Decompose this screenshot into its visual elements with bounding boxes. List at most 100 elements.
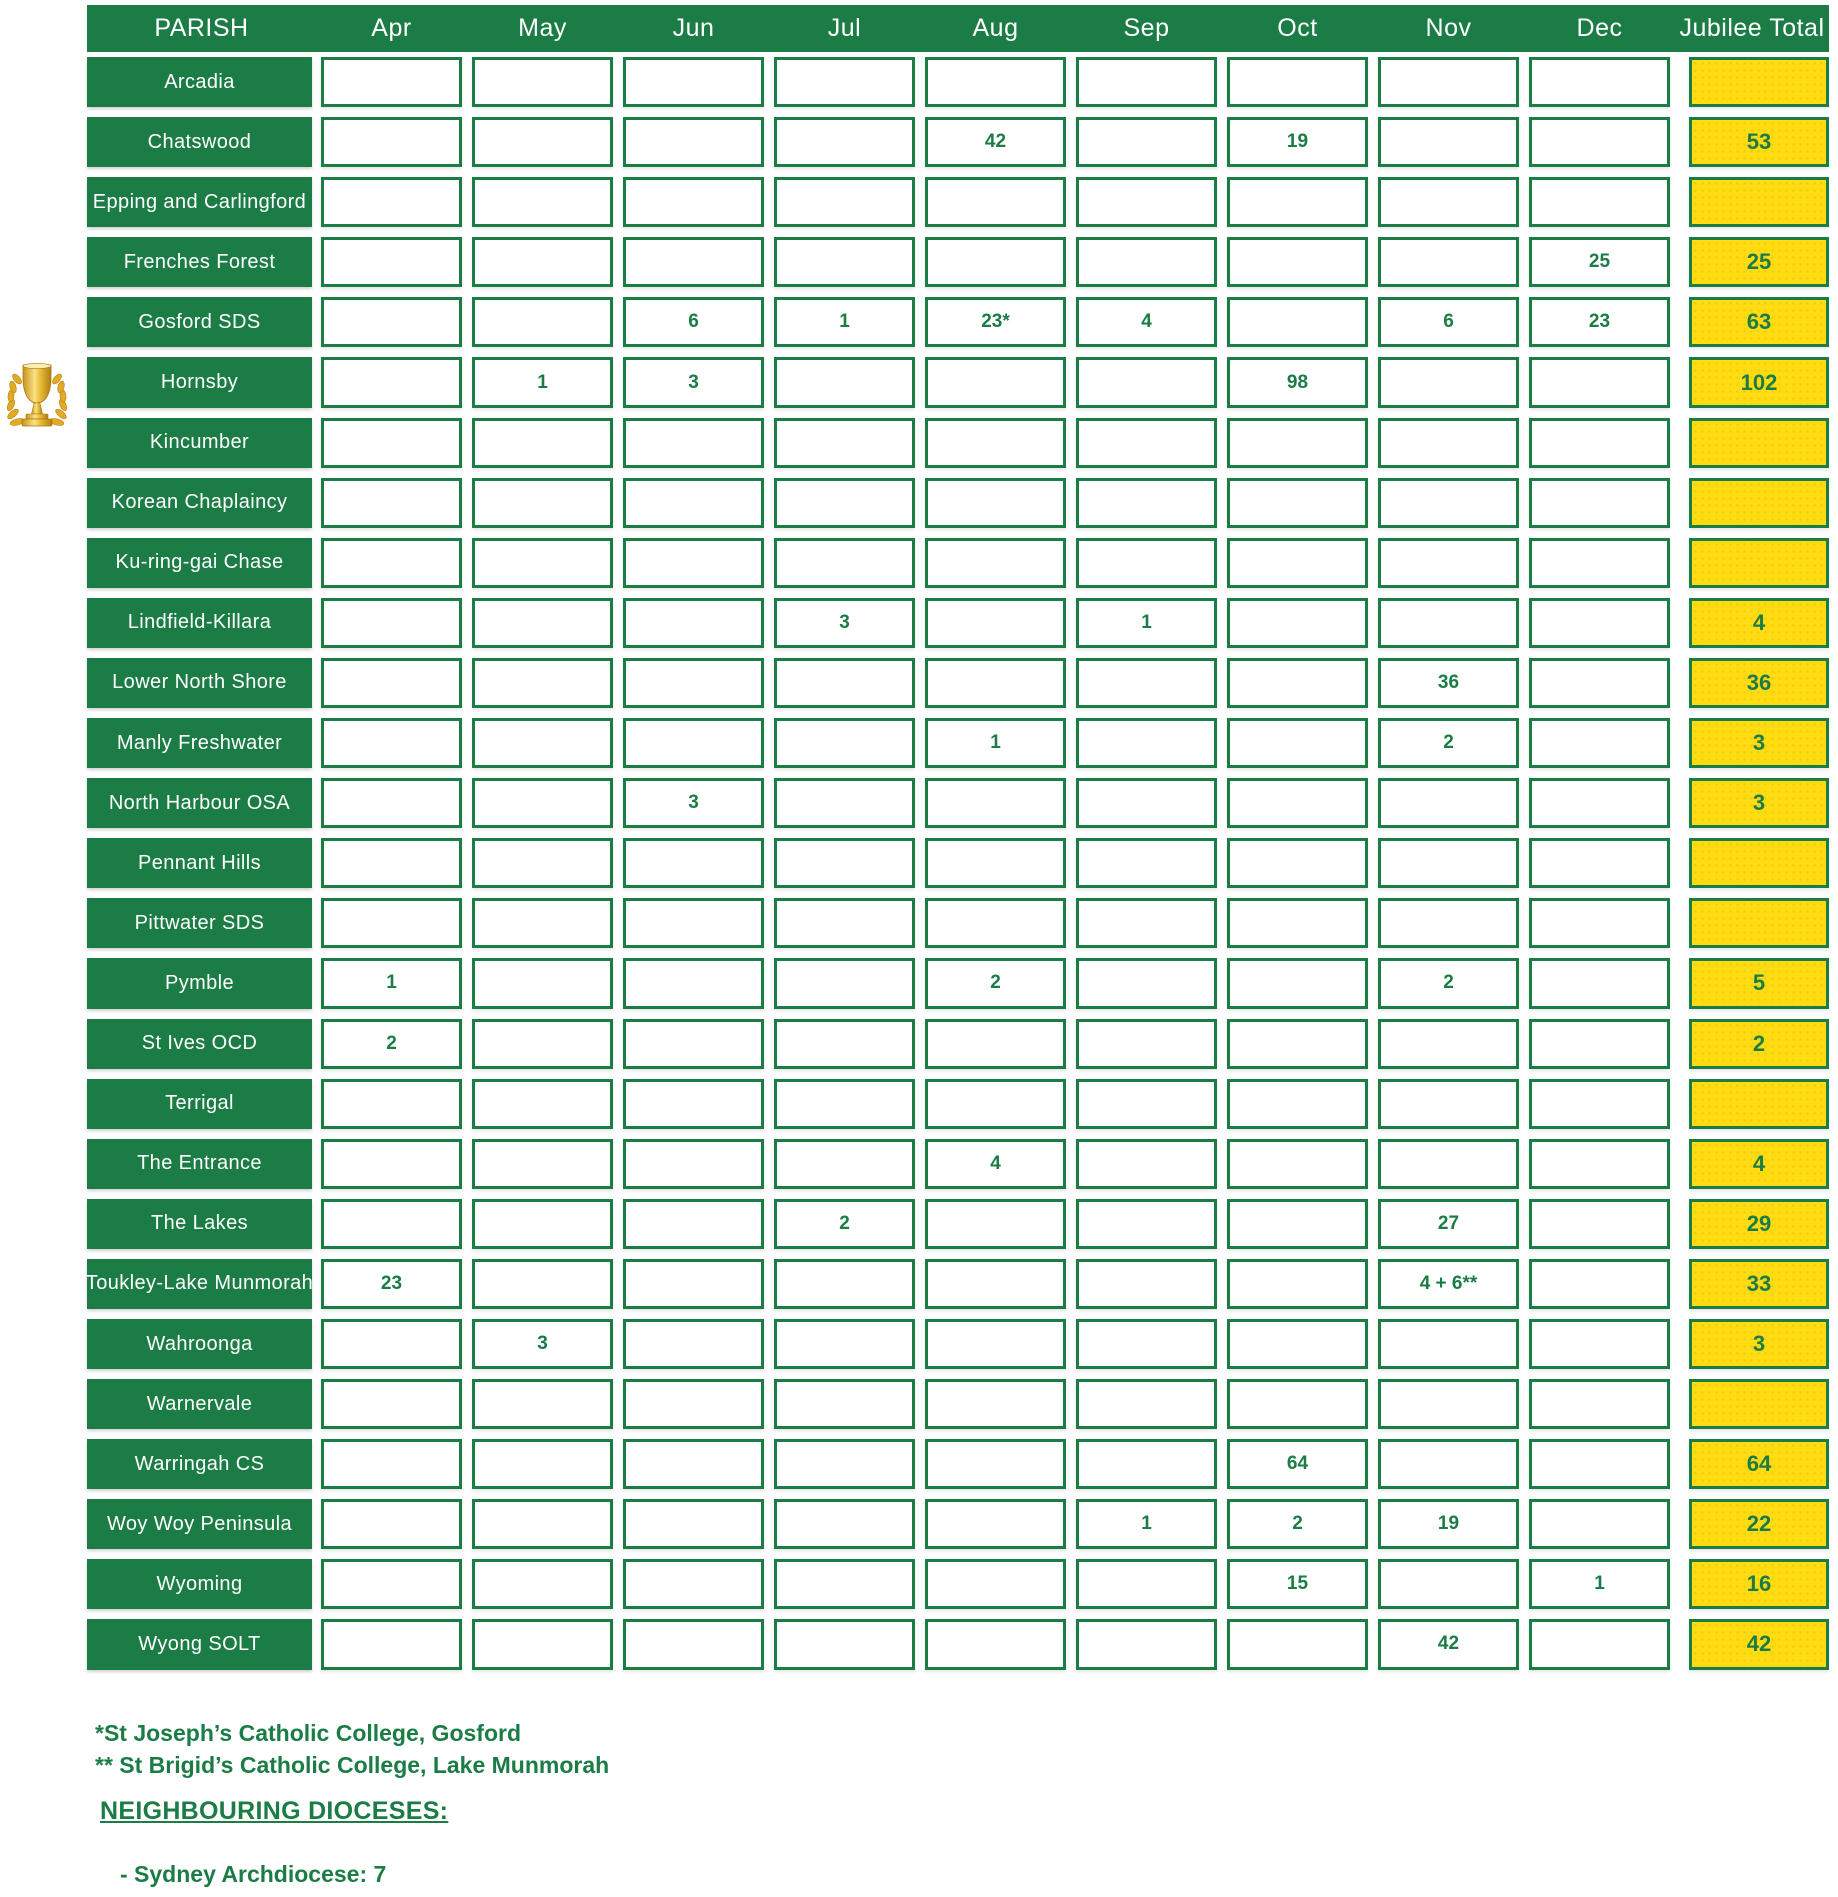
parish-label: North Harbour OSA	[87, 778, 312, 829]
month-cell	[1071, 893, 1222, 953]
month-value	[321, 1198, 462, 1249]
month-value	[925, 1078, 1066, 1129]
neighbouring-diocese-sydney: - Sydney Archdiocese: 7	[120, 1861, 387, 1887]
month-value	[925, 1258, 1066, 1309]
total-value: 63	[1689, 297, 1829, 348]
month-cell	[1373, 1014, 1524, 1074]
month-value	[1076, 1258, 1217, 1309]
total-value: 64	[1689, 1439, 1829, 1490]
parish-cell: Warnervale	[87, 1374, 316, 1434]
month-value	[623, 958, 764, 1009]
month-cell	[920, 1374, 1071, 1434]
month-value	[925, 898, 1066, 949]
month-value	[623, 117, 764, 168]
month-cell	[1222, 653, 1373, 713]
total-value	[1689, 838, 1829, 889]
month-value	[623, 718, 764, 769]
month-value	[774, 718, 915, 769]
parish-cell: Pennant Hills	[87, 833, 316, 893]
month-value: 2	[774, 1198, 915, 1249]
total-value	[1689, 477, 1829, 528]
month-cell	[1524, 713, 1675, 773]
total-value: 102	[1689, 357, 1829, 408]
month-value	[1378, 838, 1519, 889]
month-cell	[920, 833, 1071, 893]
month-value	[1227, 297, 1368, 348]
total-cell: 3	[1675, 773, 1829, 833]
month-cell	[618, 593, 769, 653]
month-value: 6	[623, 297, 764, 348]
parish-cell: Pymble	[87, 953, 316, 1013]
header-month-aug: Aug	[920, 5, 1071, 52]
total-value: 22	[1689, 1499, 1829, 1550]
parish-cell: Epping and Carlingford	[87, 172, 316, 232]
month-cell	[316, 833, 467, 893]
month-value	[623, 1138, 764, 1189]
month-cell	[1373, 533, 1524, 593]
month-cell	[1524, 893, 1675, 953]
header-month-apr: Apr	[316, 5, 467, 52]
month-value	[1076, 958, 1217, 1009]
month-value	[321, 1559, 462, 1610]
month-value	[472, 778, 613, 829]
month-value	[925, 1318, 1066, 1370]
month-cell	[769, 232, 920, 292]
month-value	[1076, 1198, 1217, 1249]
month-value	[472, 1559, 613, 1610]
month-value	[1529, 477, 1670, 528]
month-value	[925, 57, 1066, 108]
month-cell	[1071, 1254, 1222, 1314]
month-cell: 1	[1071, 593, 1222, 653]
header-month-dec: Dec	[1524, 5, 1675, 52]
total-value: 4	[1689, 1138, 1829, 1189]
month-cell: 2	[316, 1014, 467, 1074]
parish-cell: North Harbour OSA	[87, 773, 316, 833]
parish-cell: Lower North Shore	[87, 653, 316, 713]
parish-label: Wyoming	[87, 1559, 312, 1610]
month-value	[1378, 357, 1519, 408]
month-cell: 19	[1222, 112, 1373, 172]
parish-label: Pymble	[87, 958, 312, 1009]
month-cell	[1222, 953, 1373, 1013]
month-value	[321, 117, 462, 168]
month-value	[925, 177, 1066, 228]
month-value	[1227, 778, 1368, 829]
month-cell	[1071, 1194, 1222, 1254]
month-value	[774, 537, 915, 588]
month-value	[472, 898, 613, 949]
month-cell	[618, 413, 769, 473]
month-cell	[920, 1554, 1071, 1614]
month-value	[1378, 477, 1519, 528]
month-value: 19	[1227, 117, 1368, 168]
month-cell	[1071, 1134, 1222, 1194]
month-cell	[316, 352, 467, 412]
month-value	[774, 57, 915, 108]
month-cell	[1524, 533, 1675, 593]
month-cell	[618, 172, 769, 232]
total-value: 42	[1689, 1619, 1829, 1670]
month-value	[774, 1138, 915, 1189]
month-value	[774, 838, 915, 889]
month-cell	[920, 653, 1071, 713]
month-value	[472, 1619, 613, 1670]
total-cell: 5	[1675, 953, 1829, 1013]
month-value	[623, 838, 764, 889]
parish-cell: Woy Woy Peninsula	[87, 1494, 316, 1554]
month-value	[1378, 537, 1519, 588]
month-value	[925, 1619, 1066, 1670]
month-cell: 3	[769, 593, 920, 653]
month-cell	[467, 593, 618, 653]
total-cell: 4	[1675, 1134, 1829, 1194]
month-value	[321, 1379, 462, 1430]
parish-cell: Manly Freshwater	[87, 713, 316, 773]
month-cell	[1222, 593, 1373, 653]
month-value	[1227, 1379, 1368, 1430]
parish-cell: The Entrance	[87, 1134, 316, 1194]
month-value	[1529, 597, 1670, 648]
month-cell	[1071, 833, 1222, 893]
month-value	[623, 1198, 764, 1249]
month-cell: 1	[1071, 1494, 1222, 1554]
month-value	[623, 657, 764, 709]
month-value	[774, 477, 915, 528]
month-value	[1227, 537, 1368, 588]
